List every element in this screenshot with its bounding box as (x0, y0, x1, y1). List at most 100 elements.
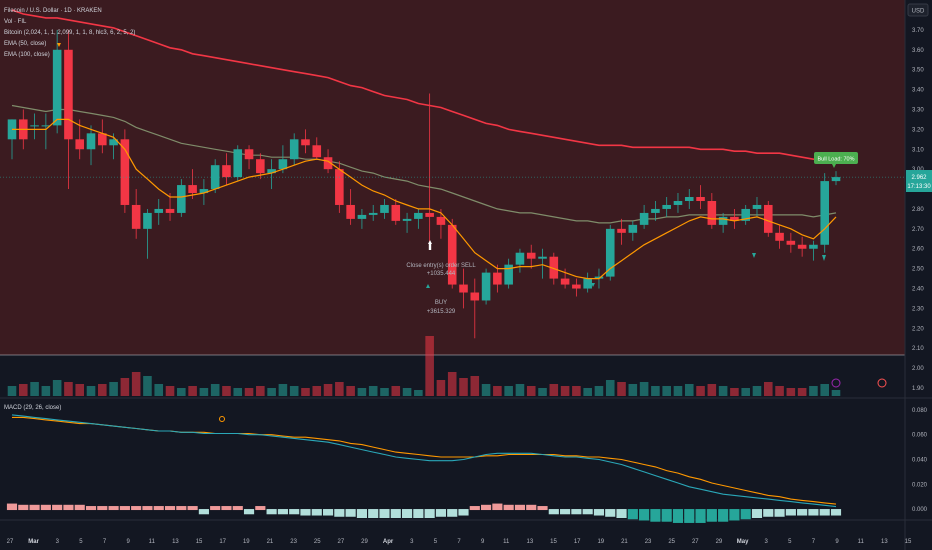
volume-bar (447, 372, 457, 396)
time-tick-label: 27 (7, 539, 14, 545)
bull-load-text: Bull Load: 70% (818, 157, 855, 163)
volume-bar (323, 384, 333, 396)
price-tick-label: 3.10 (912, 147, 924, 153)
time-tick-label: 29 (361, 539, 368, 545)
volume-bar (684, 384, 694, 396)
macd-histogram-bar (243, 509, 255, 515)
volume-bar (696, 386, 705, 396)
macd-histogram-bar (424, 509, 435, 518)
volume-bar (425, 336, 434, 396)
volume-bar (560, 386, 570, 396)
time-tick-label: 11 (858, 539, 865, 545)
volume-bar (459, 378, 468, 396)
volume-bar (797, 388, 807, 396)
volume-bar (639, 382, 649, 396)
small-marker-icon (591, 283, 595, 287)
candle-body (459, 284, 468, 293)
volume-bar (673, 386, 683, 396)
time-tick-label: 19 (597, 539, 604, 545)
bull-load-badge[interactable] (814, 152, 858, 164)
price-tick-label: 2.30 (912, 306, 924, 312)
candle-body (425, 212, 434, 217)
candle-body (786, 240, 796, 245)
candle-body (651, 208, 660, 213)
macd-histogram-bar (311, 509, 322, 516)
time-axis[interactable]: 27 Mar 3 5 7 9 11 13 15 17 19 21 23 25 27 29 Apr 3 5 7 9 11 13… (7, 539, 912, 545)
legend-vol: Vol · FIL (4, 19, 27, 25)
volume-bar (199, 388, 209, 396)
macd-histogram-bar (63, 504, 74, 511)
candle-body (323, 157, 333, 170)
volume-bar (493, 386, 502, 396)
close-entry-value: +1035.444 (427, 271, 456, 277)
macd-histogram-bar (526, 504, 537, 511)
time-tick-label: 15 (196, 539, 203, 545)
volume-bar (154, 384, 164, 396)
volume-bar (256, 386, 265, 396)
macd-histogram-bar (97, 506, 108, 511)
macd-histogram-bar (740, 509, 751, 520)
volume-bar (301, 388, 310, 396)
macd-histogram-bar (435, 509, 447, 517)
macd-histogram-bar (605, 509, 616, 517)
volume-bar (233, 388, 243, 396)
volume-bar (549, 384, 559, 396)
volume-bar (267, 388, 276, 396)
macd-histogram-bar (52, 504, 63, 511)
volume-bar (662, 386, 671, 396)
currency-button[interactable] (907, 3, 929, 17)
macd-legend: MACD (29, 26, close) (4, 405, 61, 411)
price-pane[interactable] (0, 0, 905, 355)
macd-histogram-bar (548, 509, 559, 515)
volume-bar (707, 384, 717, 396)
macd-histogram-bar (29, 504, 40, 511)
candle-body (549, 256, 559, 279)
macd-histogram-bar (108, 506, 119, 511)
volume-bar (718, 386, 728, 396)
time-tick-label: 7 (812, 539, 816, 545)
volume-bar (775, 386, 784, 396)
macd-histogram-bar (142, 506, 153, 511)
volume-bar (7, 386, 17, 396)
time-tick-label: 11 (149, 539, 156, 545)
price-tick-label: 2.40 (912, 287, 924, 293)
time-tick-label: 5 (79, 539, 83, 545)
macd-tick-label: 0.060 (912, 433, 928, 439)
indicator-circle-icon (877, 378, 887, 388)
volume-bar (98, 384, 107, 396)
macd-histogram-bar (639, 509, 650, 521)
volume-bar (64, 382, 73, 396)
macd-histogram-bar (401, 509, 413, 518)
candle-body (244, 149, 254, 160)
macd-histogram-bar (774, 509, 785, 517)
candle-body (380, 204, 389, 213)
macd-histogram-bar (458, 509, 469, 516)
volume-bar (730, 388, 739, 396)
macd-histogram-bar (481, 504, 492, 511)
macd-histogram-bar (164, 506, 176, 511)
buy-arrow-icon (426, 284, 430, 288)
macd-histogram-bar (131, 506, 142, 511)
time-tick-label: 17 (219, 539, 226, 545)
time-tick-label: 25 (668, 539, 675, 545)
candle-body (820, 181, 830, 245)
macd-histogram-bar (469, 506, 480, 511)
macd-histogram-bar (322, 509, 334, 516)
candle-body (617, 228, 626, 233)
price-tick-label: 3.60 (912, 48, 924, 54)
macd-histogram-bar (695, 509, 706, 523)
candle-body (267, 169, 276, 174)
macd-histogram-bar (492, 503, 503, 511)
time-tick-label: 3 (765, 539, 769, 545)
candle-body (504, 264, 513, 285)
candle-body (605, 228, 615, 277)
candle-body (278, 159, 288, 170)
candle-body (143, 212, 152, 229)
price-tick-label: 2.20 (912, 326, 924, 332)
time-tick-label: 29 (716, 539, 723, 545)
macd-histogram-bar (672, 509, 684, 523)
time-tick-label: 21 (621, 539, 628, 545)
macd-histogram-bar (729, 509, 740, 521)
candle-body (120, 139, 130, 205)
